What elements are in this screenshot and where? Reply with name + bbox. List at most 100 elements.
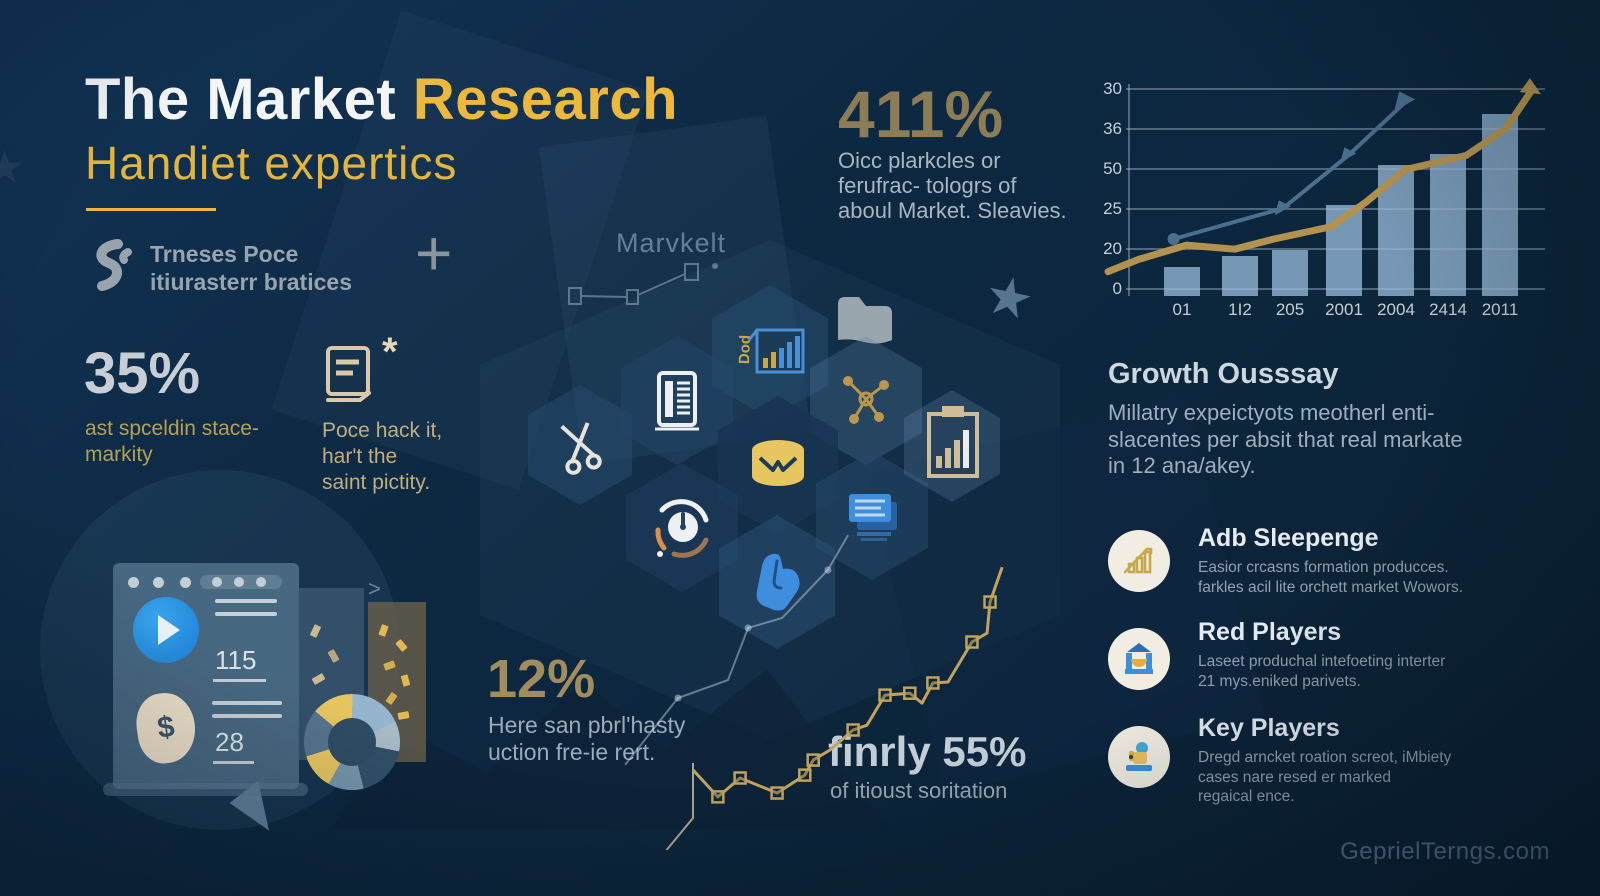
y-tick-label: 25 — [1103, 199, 1122, 218]
stat-12-value: 12% — [487, 649, 596, 709]
currency-symbol: $ — [155, 710, 177, 746]
caption-line: ast spceldin stace- — [85, 417, 259, 440]
player-description: Laseet produchal intefoeting interter 21… — [1198, 652, 1445, 691]
y-tick-label: 30 — [1103, 79, 1122, 98]
page-subtitle: Handiet expertics — [85, 137, 458, 189]
chart-bar — [1272, 250, 1308, 296]
dashboard-metric-1: 115 — [213, 645, 267, 682]
growth-bars-icon — [1123, 547, 1153, 574]
laptop-base — [103, 783, 308, 796]
window-dot — [153, 577, 164, 588]
chart-bar — [1164, 267, 1200, 296]
growth-heading: Growth Ousssay — [1108, 358, 1339, 390]
caption-line: aboul Market. Sleavies. — [838, 198, 1067, 223]
x-tick-label: 01 — [1172, 300, 1192, 319]
y-tick-label: 20 — [1103, 239, 1122, 258]
caption-line: Dregd arncket roation screot, iMbiety — [1198, 749, 1452, 766]
player-icon-circle — [1108, 628, 1170, 690]
window-dot — [212, 577, 222, 587]
brand-name: Trneses Poce itiurasterr bratices — [150, 240, 352, 296]
y-tick-label: 36 — [1103, 119, 1122, 138]
brand-line: itiurasterr bratices — [150, 269, 352, 295]
watermark: GeprielTerngs.com — [1340, 838, 1550, 865]
caption-line: cases nare resed er marked — [1198, 768, 1391, 786]
text-line — [212, 701, 282, 705]
x-tick-label: 205 — [1275, 300, 1305, 319]
donut-hole — [328, 718, 376, 766]
caption-line: markity — [85, 443, 153, 466]
gridline — [1126, 88, 1545, 90]
caption-line: 21 mys.eniked parivets. — [1198, 672, 1361, 690]
x-tick-label: 2001 — [1325, 300, 1363, 319]
window-dot — [128, 577, 139, 588]
player-description: Dregd arncket roation screot, iMbiety ca… — [1198, 748, 1451, 807]
doc-note-text: Poce hack it, har't the saint pictity. — [322, 418, 442, 496]
caption-line: uction fre-ie rert. — [488, 739, 656, 765]
hexagon-scissors — [528, 385, 632, 505]
y-tick-label: 50 — [1103, 159, 1122, 178]
chart-lines-layer — [1104, 78, 1541, 276]
player-icon-circle — [1108, 530, 1170, 592]
gridline — [1126, 168, 1545, 170]
caption-line: slacentes per absit that real markate — [1108, 426, 1463, 452]
gridline — [1126, 128, 1545, 130]
plus-icon: + — [415, 217, 453, 289]
caption-line: Laseet produchal intefoeting interter — [1198, 653, 1446, 670]
folder-icon — [830, 288, 896, 348]
caption-line: regaical ence. — [1198, 788, 1295, 805]
y-tick-label: 0 — [1112, 279, 1122, 298]
star-icon: ★ — [979, 263, 1040, 333]
growth-body: Millatry expeictyots meotherl enti- slac… — [1108, 400, 1463, 480]
player-title: Red Players — [1198, 618, 1342, 646]
device-connection-doodle — [568, 263, 718, 305]
building-icon — [1125, 643, 1153, 674]
caption-line: Poce hack it, — [322, 419, 443, 442]
text-line — [215, 599, 277, 603]
caption-line: in 12 ana/akey. — [1108, 453, 1256, 478]
page-title-white: The Market — [85, 67, 397, 132]
page-title: The Market Research — [85, 66, 678, 133]
stat-411-caption: Oicc plarkcles or ferufrac- tologrs of a… — [838, 148, 1067, 223]
window-dot — [180, 577, 191, 588]
ghost-watermark-label: Marvkelt — [616, 228, 727, 258]
player-title: Key Players — [1198, 714, 1340, 742]
asterisk-icon: * — [382, 330, 398, 374]
player-description: Easior crcasns formation producces. fark… — [1198, 558, 1463, 597]
stat-55-value: finrly 55% — [828, 728, 1027, 775]
x-tick-label: 2414 — [1429, 300, 1467, 319]
x-tick-label: 1I2 — [1228, 300, 1252, 319]
stat-411-value: 411% — [838, 77, 1004, 151]
sparkline-layer — [624, 534, 1004, 850]
document-icon — [326, 346, 371, 402]
database-icon — [752, 440, 804, 486]
play-button[interactable] — [133, 597, 199, 663]
doc-lines-icon — [849, 493, 897, 541]
brand-line: Trneses Poce — [150, 241, 299, 267]
donut-chart — [304, 694, 400, 790]
window-dot — [234, 577, 244, 587]
text-line — [215, 612, 277, 616]
brand-squiggle-icon — [96, 239, 132, 291]
play-icon — [158, 615, 180, 645]
caption-line: ferufrac- tologrs of — [838, 173, 1017, 198]
person-icon — [1126, 742, 1152, 771]
stat-12-caption: Here san pbrl'hasty uction fre-ie rert. — [488, 712, 685, 766]
growth-combo-chart: 30 36 50 25 20 0 01 1I2 205 2001 2004 2414 2011 — [1100, 78, 1560, 319]
y-axis-line — [1128, 84, 1130, 296]
scissors-icon — [560, 422, 602, 475]
x-tick-label: 2004 — [1377, 300, 1415, 319]
caption-line: Millatry expeictyots meotherl enti- — [1108, 400, 1435, 425]
chart-bar — [1430, 154, 1466, 296]
dashboard-illustration: 115 $ 28 — [100, 555, 500, 855]
gauge-icon — [655, 498, 709, 558]
page-title-gold: Research — [412, 67, 678, 132]
network-nodes-icon — [843, 375, 889, 424]
caption-line: Easior crcasns formation producces. — [1198, 559, 1449, 576]
trend-line-chart — [620, 530, 1040, 850]
stat-55-caption: of itioust soritation — [830, 778, 1008, 803]
doc-chart-icon: Dod — [736, 328, 805, 374]
caption-line: saint pictity. — [322, 471, 431, 494]
stat-35-caption: ast spceldin stace- markity — [85, 416, 259, 468]
doc-chart-label: Dod — [736, 335, 754, 365]
